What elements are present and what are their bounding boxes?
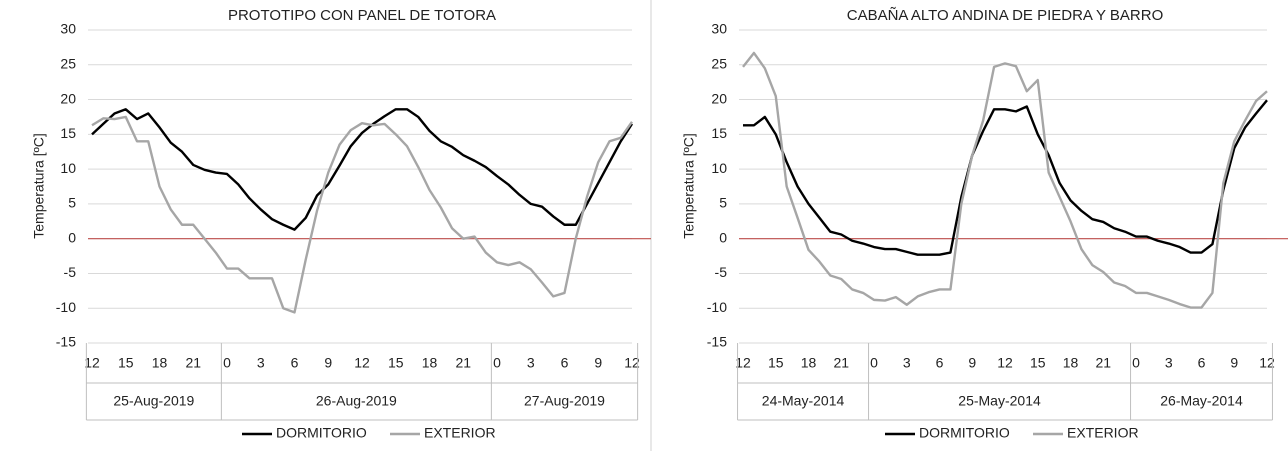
x-tick-label: 18 <box>801 355 817 371</box>
y-tick-label: 25 <box>711 55 727 71</box>
y-tick-label: 10 <box>60 160 76 176</box>
y-tick-label: 15 <box>60 125 76 141</box>
x-tick-label: 6 <box>1198 355 1206 371</box>
y-tick-label: 0 <box>719 229 727 245</box>
legend-label: EXTERIOR <box>1067 425 1139 441</box>
y-tick-label: -5 <box>715 264 728 280</box>
y-tick-label: -5 <box>64 264 77 280</box>
y-tick-label: -10 <box>56 299 76 315</box>
x-tick-label: 12 <box>997 355 1013 371</box>
x-tick-label: 9 <box>968 355 976 371</box>
series-line <box>743 99 1268 256</box>
group-label: 26-Aug-2019 <box>316 393 397 409</box>
x-tick-label: 15 <box>1030 355 1046 371</box>
x-tick-label: 3 <box>527 355 535 371</box>
y-tick-label: 30 <box>711 21 727 37</box>
y-tick-label: -10 <box>707 299 727 315</box>
x-tick-label: 0 <box>870 355 878 371</box>
x-tick-label: 21 <box>185 355 201 371</box>
legend-label: EXTERIOR <box>424 425 496 441</box>
series-line <box>91 108 634 231</box>
group-label: 26-May-2014 <box>1160 393 1243 409</box>
x-tick-label: 15 <box>118 355 134 371</box>
y-tick-label: 10 <box>711 160 727 176</box>
x-tick-label: 0 <box>223 355 231 371</box>
y-axis-label: Temperatura [ºC] <box>681 133 697 239</box>
x-tick-label: 21 <box>455 355 471 371</box>
y-tick-label: -15 <box>707 334 727 350</box>
x-tick-label: 9 <box>324 355 332 371</box>
x-tick-label: 6 <box>936 355 944 371</box>
group-label: 25-Aug-2019 <box>113 393 194 409</box>
x-tick-label: 6 <box>291 355 299 371</box>
x-tick-label: 12 <box>1259 355 1275 371</box>
x-tick-label: 9 <box>594 355 602 371</box>
y-tick-label: 0 <box>68 229 76 245</box>
x-tick-label: 12 <box>84 355 100 371</box>
x-tick-label: 6 <box>561 355 569 371</box>
x-tick-label: 0 <box>493 355 501 371</box>
x-tick-label: 18 <box>152 355 168 371</box>
y-axis-label: Temperatura [ºC] <box>31 133 47 239</box>
chart-title: PROTOTIPO CON PANEL DE TOTORA <box>228 7 496 24</box>
y-tick-label: 20 <box>60 90 76 106</box>
x-tick-label: 18 <box>1063 355 1079 371</box>
x-tick-label: 9 <box>1230 355 1238 371</box>
x-tick-label: 3 <box>1165 355 1173 371</box>
x-tick-label: 18 <box>422 355 438 371</box>
y-tick-label: -15 <box>56 334 76 350</box>
x-tick-label: 21 <box>1095 355 1111 371</box>
x-tick-label: 12 <box>624 355 640 371</box>
series-line <box>742 51 1268 309</box>
y-tick-label: 5 <box>68 195 76 211</box>
y-tick-label: 30 <box>60 21 76 37</box>
x-tick-label: 3 <box>903 355 911 371</box>
series-line <box>91 115 633 314</box>
x-tick-label: 21 <box>833 355 849 371</box>
legend-label: DORMITORIO <box>919 425 1010 441</box>
chart-title: CABAÑA ALTO ANDINA DE PIEDRA Y BARRO <box>847 7 1164 24</box>
group-label: 25-May-2014 <box>958 393 1041 409</box>
y-tick-label: 20 <box>711 90 727 106</box>
x-tick-label: 0 <box>1132 355 1140 371</box>
x-tick-label: 15 <box>388 355 404 371</box>
legend-label: DORMITORIO <box>276 425 367 441</box>
x-tick-label: 12 <box>735 355 751 371</box>
y-tick-label: 25 <box>60 55 76 71</box>
group-label: 27-Aug-2019 <box>524 393 605 409</box>
group-label: 24-May-2014 <box>762 393 845 409</box>
y-tick-label: 15 <box>711 125 727 141</box>
x-tick-label: 12 <box>354 355 370 371</box>
x-tick-label: 15 <box>768 355 784 371</box>
y-tick-label: 5 <box>719 195 727 211</box>
x-tick-label: 3 <box>257 355 265 371</box>
